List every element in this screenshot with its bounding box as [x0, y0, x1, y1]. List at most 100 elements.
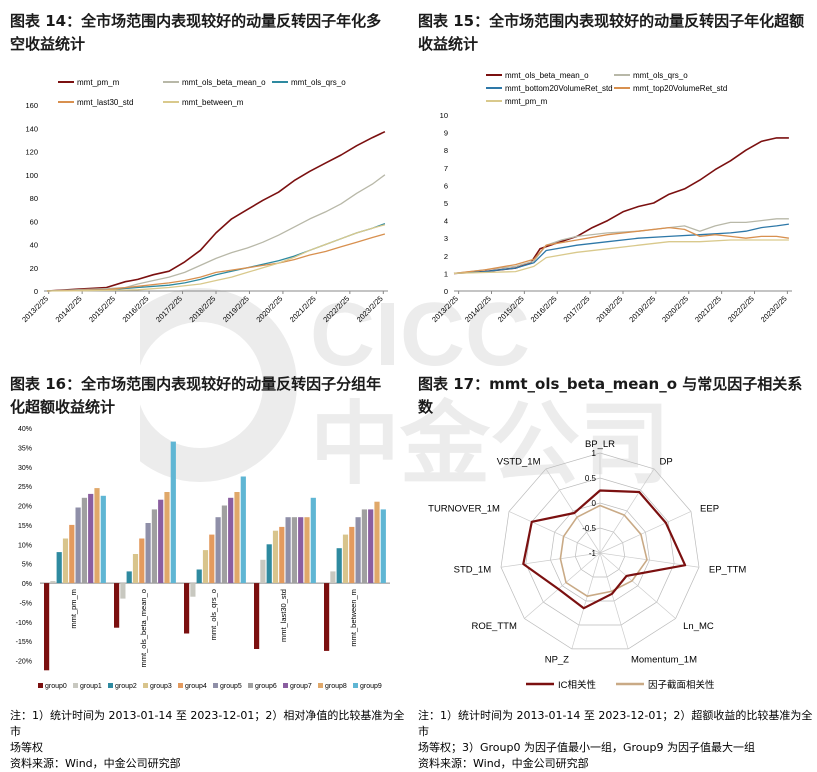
fig16-ytick-12: 35%	[18, 445, 32, 452]
fig16-legend-label-group7: group7	[290, 683, 312, 690]
fig17-legend-label-1: 因子截面相关性	[648, 679, 715, 691]
fig16-bar-mmt_pm_m-group6	[81, 497, 87, 584]
fig16-bar-mmt_ols_qrs_o-group1	[190, 583, 196, 597]
fig17-rtick-3: 0.5	[585, 474, 597, 483]
fig15-xtick-9: 2022/2/25	[726, 294, 756, 324]
fig15-xtick-3: 2016/2/25	[529, 294, 559, 324]
fig14-ytick-6: 120	[25, 148, 38, 157]
fig14-xtick-2: 2015/2/25	[87, 294, 117, 324]
fig14-xtick-0: 2013/2/25	[20, 294, 50, 324]
fig16-xlabel-0: mmt_pm_m	[69, 589, 78, 629]
fig17-spoke-6	[571, 552, 601, 650]
fig16-legend-label-group1: group1	[80, 683, 102, 690]
fig14-ytick-7: 140	[25, 124, 38, 133]
fig14-legend-label-mmt_between_m: mmt_between_m	[182, 98, 244, 107]
fig16-legend-swatch-group8	[318, 683, 323, 688]
fig14-panel: 图表 14：全市场范围内表现较好的动量反转因子年化多空收益统计 0 20 40 60 8…	[0, 0, 405, 345]
fig14-ytick-1: 20	[30, 264, 38, 273]
fig17-rtick-0: -1	[589, 549, 597, 558]
fig17-axis-label-DP: DP	[659, 456, 672, 467]
fig16-ytick-8: 15%	[18, 523, 32, 530]
fig17-spoke-4	[599, 552, 676, 619]
fig15-legend-label-mmt_bottom20VolumeRet_std: mmt_bottom20VolumeRet_std	[505, 84, 613, 93]
fig15-ytick-6: 6	[444, 181, 448, 190]
fig16-ytick-2: -15%	[16, 639, 32, 646]
fig16-bar-mmt_last30_std-group1	[260, 559, 266, 584]
fig17-rtick-1: -0.5	[582, 524, 596, 533]
fig16-bar-mmt_last30_std-group7	[298, 517, 304, 584]
fig16-bar-mmt_pm_m-group2	[56, 552, 62, 584]
fig16-legend-label-group6: group6	[255, 683, 277, 690]
fig16-bar-mmt_ols_beta_mean_o-group7	[158, 499, 164, 584]
fig16-bar-mmt_ols_beta_mean_o-group3	[132, 554, 139, 584]
fig15-series-mmt_pm_m	[453, 239, 789, 275]
fig16-bar-mmt_last30_std-group9	[310, 497, 316, 584]
fig17-title: 图表 17：mmt_ols_beta_mean_o 与常见因子相关系数	[418, 375, 803, 416]
fig16-legend-label-group8: group8	[325, 683, 347, 690]
fig15-legend-label-mmt_top20VolumeRet_std: mmt_top20VolumeRet_std	[633, 84, 727, 93]
fig16-bar-mmt_between_m-group8	[374, 501, 380, 584]
fig14-xtick-9: 2022/2/25	[321, 294, 351, 324]
fig16-bar-mmt_ols_qrs_o-group2	[196, 569, 202, 584]
fig16-bar-mmt_between_m-group1	[330, 571, 336, 583]
fig16-bar-mmt_last30_std-group3	[272, 530, 279, 583]
fig15-ytick-0: 0	[444, 287, 448, 296]
fig17-axis-label-EP_TTM: EP_TTM	[709, 565, 747, 576]
fig17-axis-label-ROE_TTM: ROE_TTM	[471, 621, 516, 632]
fig14-legend-label-mmt_ols_qrs_o: mmt_ols_qrs_o	[291, 78, 346, 87]
fig15-series-mmt_top20VolumeRet_std	[453, 226, 789, 275]
fig15-ytick-10: 10	[440, 111, 448, 120]
fig14-xtick-8: 2021/2/25	[288, 294, 318, 324]
fig16-bar-mmt_ols_qrs_o-group9	[240, 476, 246, 584]
note-left-line1: 注：1）统计时间为 2013-01-14 至 2023-12-01；2）相对净值…	[10, 709, 405, 738]
fig16-bar-mmt_ols_beta_mean_o-group8	[164, 492, 170, 584]
fig14-ytick-3: 60	[30, 217, 38, 226]
fig14-xtick-1: 2014/2/25	[54, 294, 84, 324]
fig16-legend-swatch-group1	[73, 683, 78, 688]
fig16-bar-mmt_pm_m-group1	[50, 581, 56, 583]
fig16-bar-mmt_last30_std-group0	[254, 583, 260, 649]
fig15-ytick-9: 9	[444, 129, 448, 138]
fig17-spoke-10	[545, 468, 601, 554]
fig16-legend-swatch-group6	[248, 683, 253, 688]
fig15-ytick-4: 4	[444, 217, 448, 226]
fig16-bar-mmt_last30_std-group6	[291, 517, 297, 584]
note-left-source: 资料来源：Wind，中金公司研究部	[10, 757, 181, 770]
fig16-ytick-3: -10%	[16, 620, 32, 627]
fig14-ytick-8: 160	[25, 101, 38, 110]
fig15-series-mmt_ols_qrs_o	[453, 218, 789, 275]
fig16-bar-mmt_pm_m-group3	[62, 538, 69, 584]
fig16-bar-mmt_ols_beta_mean_o-group5	[145, 523, 151, 584]
fig16-xlabel-4: mmt_between_m	[349, 589, 358, 647]
fig17-axis-label-BP_LR: BP_LR	[585, 439, 615, 450]
fig15-xtick-2: 2015/2/25	[496, 294, 526, 324]
fig16-legend-swatch-group7	[283, 683, 288, 688]
notes-right: 注：1）统计时间为 2013-01-14 至 2023-12-01；2）超额收益…	[418, 708, 813, 772]
fig14-ytick-5: 100	[25, 171, 38, 180]
fig15-legend-label-mmt_ols_beta_mean_o: mmt_ols_beta_mean_o	[505, 71, 589, 80]
fig16-legend-label-group0: group0	[45, 683, 67, 690]
fig16-bar-mmt_between_m-group2	[336, 548, 342, 584]
fig16-legend-swatch-group0	[38, 683, 43, 688]
fig14-series-mmt_between_m	[47, 224, 386, 292]
fig16-bar-mmt_between_m-group5	[355, 517, 361, 584]
fig16-legend-label-group4: group4	[185, 683, 207, 690]
fig16-ytick-6: 5%	[22, 562, 32, 569]
fig16-legend-swatch-group2	[108, 683, 113, 688]
fig16-ytick-5: 0%	[22, 581, 32, 588]
fig16-xlabel-2: mmt_ols_qrs_o	[209, 589, 218, 640]
fig16-bar-mmt_ols_beta_mean_o-group6	[151, 509, 157, 584]
fig17-rtick-4: 1	[592, 449, 597, 458]
fig16-bar-mmt_pm_m-group8	[94, 488, 100, 584]
fig14-xtick-5: 2018/2/25	[187, 294, 217, 324]
fig17-axis-label-EEP: EEP	[700, 503, 719, 514]
fig16-bar-mmt_pm_m-group9	[100, 495, 106, 583]
fig15-xtick-4: 2017/2/25	[562, 294, 592, 324]
fig15-ytick-7: 7	[444, 164, 448, 173]
fig16-bar-mmt_pm_m-group7	[88, 493, 94, 584]
fig16-legend-swatch-group3	[143, 683, 148, 688]
fig16-bar-mmt_ols_beta_mean_o-group2	[126, 571, 132, 583]
fig15-xtick-7: 2020/2/25	[660, 294, 690, 324]
fig16-ytick-4: -5%	[20, 600, 32, 607]
